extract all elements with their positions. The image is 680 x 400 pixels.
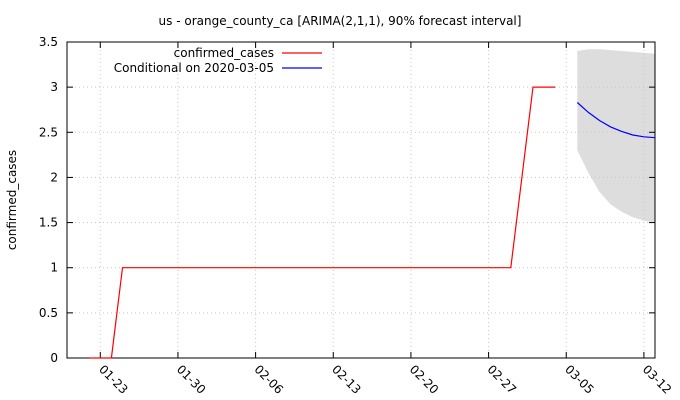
x-tick-label: 03-12: [640, 362, 675, 397]
chart-title: us - orange_county_ca [ARIMA(2,1,1), 90%…: [159, 14, 522, 28]
y-tick-label: 1.5: [39, 216, 58, 230]
x-tick-label: 02-13: [329, 362, 364, 397]
series-line-1: [89, 86, 556, 359]
legend-label: confirmed_cases: [174, 46, 274, 60]
x-tick-label: 03-05: [562, 362, 597, 397]
y-tick-label: 3.5: [39, 35, 58, 49]
x-tick-label: 02-27: [484, 362, 519, 397]
y-tick-label: 1: [50, 261, 58, 275]
x-tick-label: 01-30: [174, 362, 209, 397]
legend-label: Conditional on 2020-03-05: [114, 61, 274, 75]
y-tick-label: 2: [50, 170, 58, 184]
x-tick-label: 02-20: [407, 362, 442, 397]
y-tick-label: 2.5: [39, 125, 58, 139]
y-axis-label: confirmed_cases: [5, 150, 19, 250]
plot-area: 0 0.5 1 1.5 2 2.5 3 3.5 01-23 01-30 02-06 02-13 02-2…: [39, 35, 674, 397]
plot-frame: [66, 41, 656, 359]
y-tick-label: 0: [50, 351, 58, 365]
series-line-2: [576, 102, 656, 139]
y-tick-label: 3: [50, 80, 58, 94]
x-tick-label: 02-06: [251, 362, 286, 397]
y-tick-label: 0.5: [39, 306, 58, 320]
x-tick-label: 01-23: [96, 362, 131, 397]
forecast-interval-band: [577, 49, 655, 223]
